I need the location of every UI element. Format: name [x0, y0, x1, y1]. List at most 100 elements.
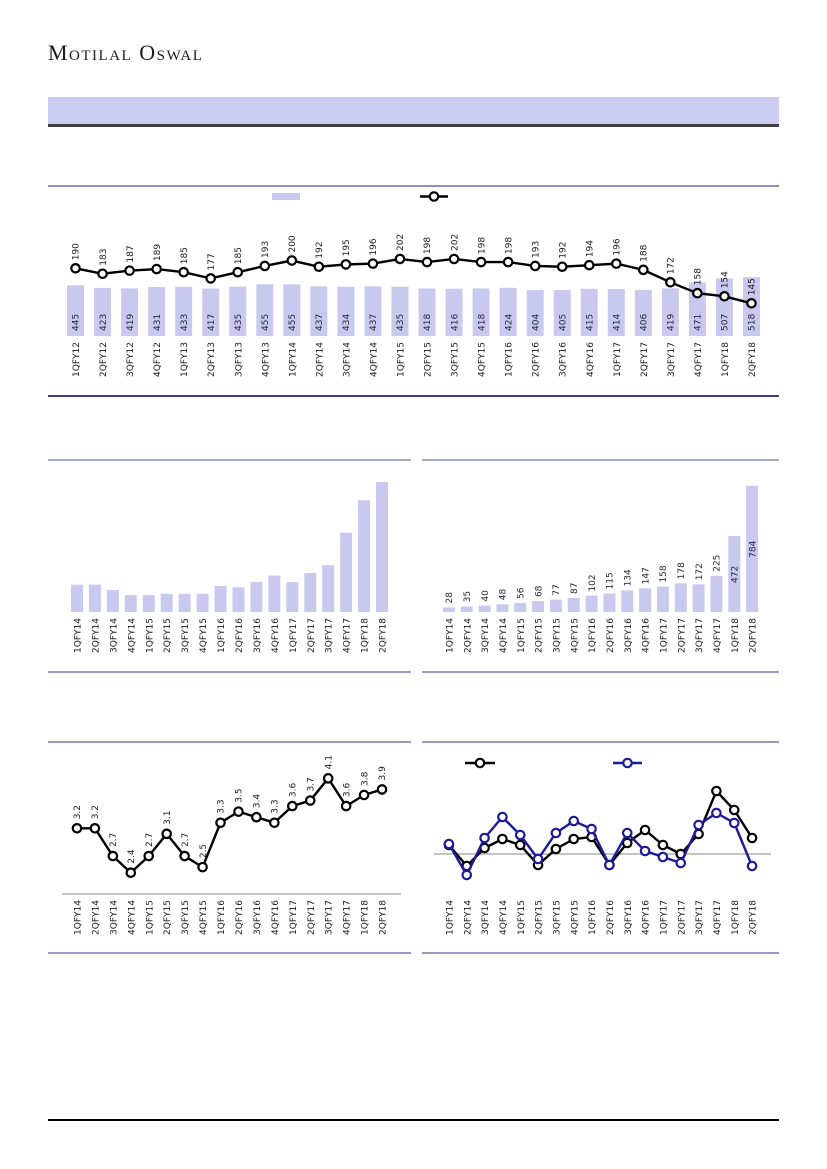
svg-text:115: 115 [606, 572, 616, 589]
svg-text:2QFY18: 2QFY18 [749, 900, 759, 935]
svg-text:418: 418 [477, 314, 487, 331]
svg-text:87: 87 [570, 583, 580, 594]
svg-text:134: 134 [623, 569, 633, 586]
svg-text:102: 102 [588, 574, 598, 591]
svg-text:3QFY17: 3QFY17 [695, 618, 705, 653]
svg-text:3QFY14: 3QFY14 [109, 618, 119, 653]
svg-text:433: 433 [180, 314, 190, 331]
svg-text:4QFY15: 4QFY15 [199, 618, 209, 653]
svg-text:1QFY14: 1QFY14 [73, 900, 83, 935]
svg-text:40: 40 [481, 590, 491, 602]
company-logo: Motilal Oswal [48, 40, 204, 65]
svg-text:28: 28 [445, 592, 455, 604]
svg-text:419: 419 [667, 314, 677, 331]
svg-text:188: 188 [640, 244, 650, 261]
svg-text:189: 189 [153, 244, 163, 261]
svg-text:1QFY18: 1QFY18 [731, 618, 741, 653]
svg-text:1QFY16: 1QFY16 [217, 900, 227, 935]
svg-text:3.9: 3.9 [378, 766, 388, 781]
svg-text:178: 178 [677, 562, 687, 579]
svg-text:2QFY12: 2QFY12 [99, 342, 109, 377]
chart-mid-left-bars-svg: 1QFY14 2QFY14 3QFY14 4QFY14 1QFY15 2QFY15 3QFY… [48, 459, 411, 673]
svg-text:3QFY15: 3QFY15 [451, 342, 461, 377]
svg-text:202: 202 [396, 234, 406, 251]
svg-text:2QFY17: 2QFY17 [677, 618, 687, 653]
svg-text:1QFY16: 1QFY16 [505, 342, 515, 377]
svg-text:3.2: 3.2 [91, 805, 101, 819]
svg-text:4QFY16: 4QFY16 [271, 900, 281, 935]
svg-text:4QFY16: 4QFY16 [586, 342, 596, 377]
title-banner [48, 97, 779, 127]
svg-text:3.6: 3.6 [289, 783, 299, 798]
svg-text:419: 419 [126, 314, 136, 331]
svg-text:194: 194 [585, 240, 595, 257]
svg-text:414: 414 [612, 314, 622, 331]
svg-text:434: 434 [342, 314, 352, 331]
svg-text:435: 435 [234, 314, 244, 331]
svg-text:3QFY15: 3QFY15 [552, 618, 562, 653]
svg-text:2QFY17: 2QFY17 [307, 618, 317, 653]
svg-text:1QFY17: 1QFY17 [289, 900, 299, 935]
svg-text:518: 518 [748, 314, 758, 331]
svg-text:3QFY17: 3QFY17 [667, 342, 677, 377]
svg-text:198: 198 [477, 237, 487, 254]
svg-text:4.1: 4.1 [324, 755, 334, 769]
svg-text:1QFY15: 1QFY15 [145, 618, 155, 653]
chart-bottom-left-line-svg: 3.2 3.2 2.7 2.4 2.7 3.1 2.7 2.5 3.3 3.5 3.4 3.3 3.6 3… [48, 741, 411, 954]
svg-text:2QFY14: 2QFY14 [463, 618, 473, 653]
svg-text:193: 193 [531, 241, 541, 258]
svg-text:1QFY18: 1QFY18 [361, 900, 371, 935]
svg-text:471: 471 [694, 314, 704, 331]
svg-text:4QFY14: 4QFY14 [369, 342, 379, 377]
svg-text:1QFY15: 1QFY15 [145, 900, 155, 935]
svg-text:3.5: 3.5 [235, 788, 245, 802]
svg-text:417: 417 [207, 314, 217, 331]
svg-text:4QFY15: 4QFY15 [199, 900, 209, 935]
svg-text:190: 190 [72, 243, 82, 260]
svg-text:4QFY16: 4QFY16 [642, 618, 652, 653]
svg-text:4QFY14: 4QFY14 [499, 900, 509, 935]
svg-text:3.3: 3.3 [271, 799, 281, 813]
svg-text:3QFY16: 3QFY16 [624, 618, 634, 653]
svg-text:4QFY13: 4QFY13 [261, 342, 271, 377]
svg-text:3QFY12: 3QFY12 [126, 342, 136, 377]
svg-text:3QFY14: 3QFY14 [481, 900, 491, 935]
svg-text:3.4: 3.4 [253, 794, 263, 809]
svg-text:472: 472 [730, 566, 740, 583]
svg-text:4QFY17: 4QFY17 [343, 618, 353, 653]
svg-text:2QFY14: 2QFY14 [91, 900, 101, 935]
svg-text:193: 193 [261, 241, 271, 258]
svg-text:405: 405 [558, 314, 568, 331]
chart-bottom-right-two-lines: 1QFY14 2QFY14 3QFY14 4QFY14 1QFY15 2QFY15 3QFY… [422, 741, 779, 954]
svg-text:3.2: 3.2 [73, 805, 83, 819]
svg-text:418: 418 [423, 314, 433, 331]
svg-text:196: 196 [369, 238, 379, 255]
svg-text:2QFY15: 2QFY15 [535, 900, 545, 935]
svg-text:2QFY17: 2QFY17 [677, 900, 687, 935]
svg-text:437: 437 [315, 314, 325, 331]
svg-text:437: 437 [369, 314, 379, 331]
svg-text:4QFY17: 4QFY17 [343, 900, 353, 935]
svg-text:1QFY17: 1QFY17 [659, 900, 669, 935]
footer-divider [48, 1119, 779, 1121]
svg-text:2QFY15: 2QFY15 [163, 618, 173, 653]
svg-text:445: 445 [72, 314, 82, 331]
svg-text:2QFY18: 2QFY18 [749, 618, 759, 653]
chart-mid-right-bars-svg: 28 35 40 48 56 68 77 87 102 115 134 147 158 178 172 225… [422, 459, 779, 673]
chart-bottom-left-line: 3.2 3.2 2.7 2.4 2.7 3.1 2.7 2.5 3.3 3.5 3.4 3.3 3.6 3… [48, 741, 411, 954]
svg-text:200: 200 [288, 235, 298, 252]
svg-text:192: 192 [558, 242, 568, 259]
svg-text:2QFY14: 2QFY14 [91, 618, 101, 653]
svg-text:48: 48 [499, 589, 509, 601]
svg-text:145: 145 [748, 278, 758, 295]
chart-quarterly-bars-and-line-svg: 445 423 419 431 433 417 435 455 455 437 434 437 435 4… [48, 185, 779, 397]
svg-text:3.3: 3.3 [217, 799, 227, 813]
svg-text:2QFY15: 2QFY15 [535, 618, 545, 653]
svg-text:3QFY15: 3QFY15 [181, 900, 191, 935]
svg-text:2QFY15: 2QFY15 [163, 900, 173, 935]
svg-text:1QFY16: 1QFY16 [588, 900, 598, 935]
chart-bottom-right-two-lines-svg: 1QFY14 2QFY14 3QFY14 4QFY14 1QFY15 2QFY15 3QFY… [422, 741, 779, 954]
svg-text:2QFY17: 2QFY17 [640, 342, 650, 377]
svg-text:35: 35 [463, 591, 473, 602]
svg-text:1QFY15: 1QFY15 [517, 618, 527, 653]
